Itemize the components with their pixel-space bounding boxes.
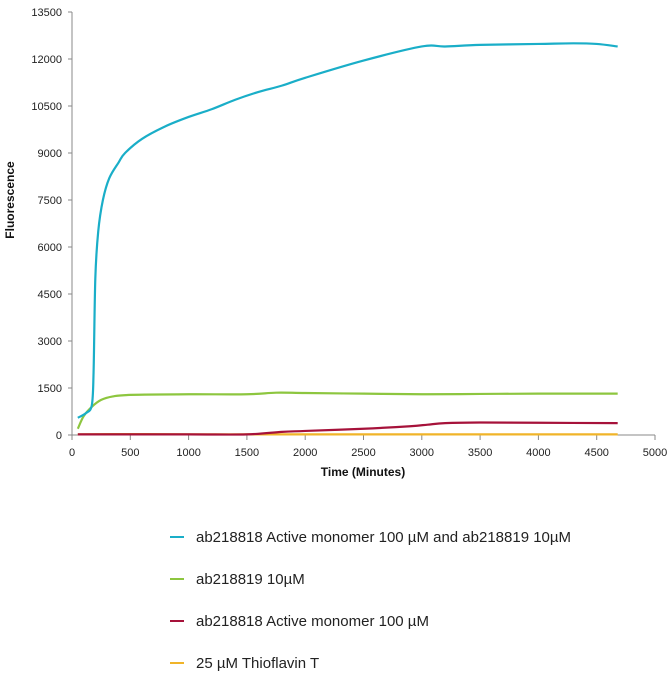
legend-item: ab218818 Active monomer 100 µM: [170, 600, 571, 642]
x-axis-title: Time (Minutes): [321, 465, 405, 479]
y-tick-label: 10500: [31, 101, 62, 113]
chart: 0 1500 3000 4500 6000 7500 9000 10500 12000 13500…: [3, 7, 667, 479]
legend-item: ab218819 10µM: [170, 558, 571, 600]
y-tick-label: 9000: [38, 148, 62, 160]
series-line: [77, 421, 618, 436]
y-axis-title: Fluorescence: [3, 161, 17, 239]
series-lines: [76, 42, 618, 436]
series-line: [77, 42, 618, 419]
x-tick-label: 0: [69, 447, 75, 459]
x-tick-label: 3500: [468, 447, 492, 459]
y-tick-label: 7500: [38, 195, 62, 207]
x-tick-label: 2500: [351, 447, 375, 459]
y-tick-label: 4500: [38, 289, 62, 301]
x-tick-label: 1000: [176, 447, 200, 459]
legend-swatch: [170, 620, 184, 622]
x-tick-label: 4000: [526, 447, 550, 459]
x-tick-label: 5000: [643, 447, 667, 459]
y-tick-label: 1500: [38, 383, 62, 395]
x-tick-label: 3000: [410, 447, 434, 459]
y-tick-label: 3000: [38, 336, 62, 348]
legend-swatch: [170, 662, 184, 664]
legend-item: 25 µM Thioflavin T: [170, 642, 571, 684]
y-tick-label: 0: [56, 430, 62, 442]
legend-label: ab218818 Active monomer 100 µM and ab218…: [196, 528, 572, 546]
legend-label: ab218819 10µM: [196, 570, 305, 588]
legend-swatch: [170, 578, 184, 580]
axes: 0 1500 3000 4500 6000 7500 9000 10500 12000 13500…: [31, 7, 667, 459]
legend-label: 25 µM Thioflavin T: [196, 654, 320, 672]
x-tick-label: 500: [121, 447, 139, 459]
y-tick-label: 13500: [31, 7, 62, 19]
x-tick-label: 4500: [584, 447, 608, 459]
legend-swatch: [170, 536, 184, 538]
y-tick-label: 6000: [38, 242, 62, 254]
legend: ab218818 Active monomer 100 µM and ab218…: [170, 516, 571, 684]
x-tick-label: 1500: [235, 447, 259, 459]
legend-label: ab218818 Active monomer 100 µM: [196, 612, 429, 630]
legend-item: ab218818 Active monomer 100 µM and ab218…: [170, 516, 571, 558]
x-tick-label: 2000: [293, 447, 317, 459]
series-line: [76, 391, 618, 430]
y-tick-label: 12000: [31, 54, 62, 66]
